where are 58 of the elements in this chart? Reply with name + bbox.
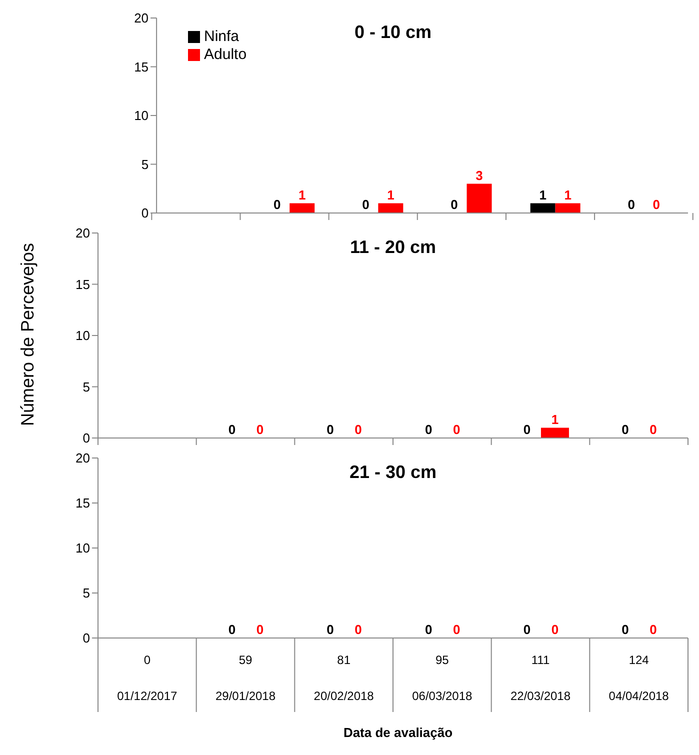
y-tick-label: 20 — [76, 450, 90, 466]
y-tick-label: 0 — [82, 630, 90, 646]
category-label: 95 06/03/2018 — [412, 653, 472, 703]
y-tick-label: 20 — [76, 226, 90, 241]
data-label: 1 — [564, 187, 572, 202]
y-tick-label: 15 — [76, 276, 90, 292]
data-label: 0 — [256, 622, 264, 637]
y-axis-title: Número de Percevejos — [18, 241, 38, 428]
chart-title: 21 - 30 cm — [349, 462, 437, 482]
legend-label: Ninfa — [204, 28, 240, 46]
data-label: 1 — [551, 412, 559, 427]
y-tick-label: 5 — [82, 586, 90, 601]
data-label: 0 — [228, 622, 236, 637]
data-label: 0 — [354, 422, 362, 437]
y-tick-label: 10 — [76, 540, 90, 556]
data-label: 0 — [622, 622, 629, 637]
data-label: 0 — [652, 197, 660, 212]
category-label: 124 04/04/2018 — [608, 653, 669, 703]
data-label: 0 — [650, 622, 657, 637]
category-label: 111 22/03/2018 — [510, 653, 571, 703]
data-label: 3 — [476, 168, 483, 183]
data-label: 0 — [228, 422, 236, 437]
y-tick-label: 15 — [134, 59, 149, 74]
data-label: 0 — [628, 197, 636, 212]
y-tick-label: 15 — [76, 496, 90, 511]
legend-label: Adulto — [204, 46, 247, 64]
y-tick-label: 10 — [76, 328, 90, 344]
data-label: 0 — [354, 622, 362, 637]
x-axis-title: Data de avaliação — [342, 725, 454, 740]
data-label: 0 — [453, 622, 460, 637]
data-label: 0 — [453, 422, 460, 437]
data-label: 0 — [450, 197, 458, 212]
data-label: 0 — [362, 197, 370, 212]
y-tick-label: 0 — [82, 430, 90, 446]
y-tick-label: 5 — [82, 379, 90, 394]
data-label: 0 — [326, 622, 334, 637]
data-label: 0 — [273, 197, 281, 212]
chart-title: 0 - 10 cm — [354, 22, 432, 42]
chart-title: 11 - 20 cm — [350, 237, 436, 257]
data-label: 0 — [523, 622, 531, 637]
data-label: 0 — [256, 422, 264, 437]
data-label: 0 — [425, 422, 432, 437]
data-label: 0 — [551, 622, 559, 637]
data-label: 0 — [326, 422, 334, 437]
data-label: 1 — [539, 187, 546, 202]
y-tick-label: 0 — [141, 206, 149, 221]
y-tick-label: 10 — [134, 108, 149, 124]
data-label: 0 — [650, 422, 657, 437]
data-label: 1 — [298, 187, 306, 202]
data-label: 1 — [387, 187, 394, 202]
category-label: 0 01/12/2017 — [117, 653, 178, 703]
category-label: 59 29/01/2018 — [215, 653, 276, 703]
data-label: 0 — [622, 422, 629, 437]
data-label: 0 — [523, 422, 531, 437]
category-label: 81 20/02/2018 — [314, 653, 374, 703]
data-label: 0 — [425, 622, 432, 637]
y-tick-label: 20 — [134, 10, 149, 26]
y-tick-label: 5 — [141, 156, 149, 172]
